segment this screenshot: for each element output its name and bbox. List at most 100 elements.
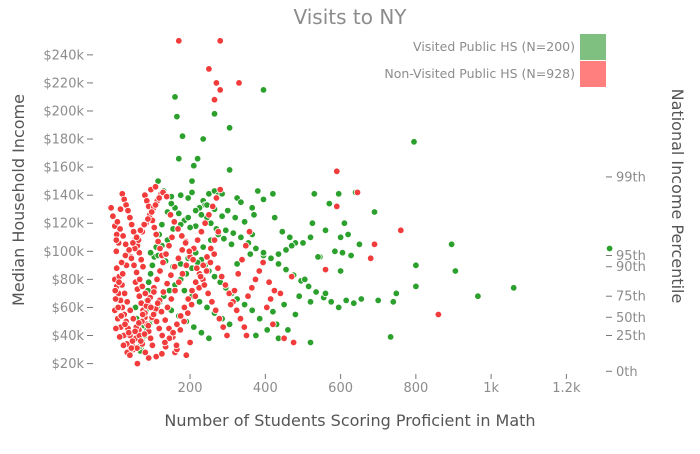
legend[interactable]: Visited Public HS (N=200) Non-Visited Pu… — [384, 34, 606, 87]
data-point[interactable] — [188, 177, 196, 185]
data-point[interactable] — [121, 240, 130, 248]
data-point[interactable] — [141, 348, 149, 357]
data-point[interactable] — [412, 282, 420, 291]
data-point[interactable] — [196, 272, 205, 281]
data-point[interactable] — [158, 220, 166, 229]
data-point[interactable] — [314, 253, 322, 261]
data-point[interactable] — [210, 272, 219, 281]
data-point[interactable] — [163, 303, 172, 312]
data-point[interactable] — [126, 213, 134, 222]
data-point[interactable] — [180, 303, 189, 312]
data-point[interactable] — [203, 303, 211, 312]
data-point[interactable] — [163, 279, 171, 288]
data-point[interactable] — [237, 198, 245, 206]
data-point[interactable] — [144, 322, 152, 330]
legend-swatch-visited[interactable] — [580, 34, 606, 60]
data-point[interactable] — [188, 188, 196, 197]
data-point[interactable] — [240, 323, 248, 331]
data-point[interactable] — [201, 219, 209, 227]
data-point[interactable] — [374, 296, 382, 305]
data-point[interactable] — [245, 227, 254, 236]
data-point[interactable] — [135, 319, 143, 327]
data-point[interactable] — [347, 251, 355, 260]
data-point[interactable] — [156, 267, 164, 275]
data-point[interactable] — [240, 300, 249, 309]
data-point[interactable] — [135, 292, 143, 300]
data-point[interactable] — [212, 79, 221, 87]
data-point[interactable] — [278, 227, 286, 236]
data-point[interactable] — [158, 350, 166, 358]
data-point[interactable] — [120, 289, 129, 298]
data-point[interactable] — [310, 190, 318, 198]
data-point[interactable] — [238, 256, 246, 264]
data-point[interactable] — [181, 239, 190, 247]
data-point[interactable] — [128, 337, 137, 345]
data-point[interactable] — [184, 194, 192, 202]
data-point[interactable] — [342, 296, 350, 305]
data-point[interactable] — [265, 278, 273, 286]
data-point[interactable] — [270, 286, 279, 295]
data-point[interactable] — [280, 334, 288, 342]
data-point[interactable] — [386, 333, 395, 341]
data-point[interactable] — [223, 206, 232, 215]
data-point[interactable] — [176, 191, 185, 199]
data-point[interactable] — [240, 218, 249, 226]
data-point[interactable] — [199, 135, 207, 143]
data-point[interactable] — [605, 244, 614, 253]
data-point[interactable] — [170, 263, 179, 271]
data-point[interactable] — [189, 256, 197, 264]
data-point[interactable] — [109, 212, 117, 220]
data-point[interactable] — [280, 300, 288, 309]
data-point[interactable] — [259, 195, 268, 204]
data-point[interactable] — [140, 220, 148, 229]
data-point[interactable] — [152, 230, 160, 239]
data-point[interactable] — [174, 225, 182, 233]
data-point[interactable] — [336, 267, 345, 275]
data-point[interactable] — [130, 261, 138, 269]
data-point[interactable] — [370, 240, 379, 248]
data-point[interactable] — [370, 208, 379, 216]
data-point[interactable] — [225, 320, 234, 328]
data-point[interactable] — [137, 337, 145, 345]
data-point[interactable] — [117, 312, 125, 320]
data-point[interactable] — [335, 190, 343, 198]
data-point[interactable] — [336, 233, 345, 241]
data-point[interactable] — [139, 263, 147, 271]
data-point[interactable] — [344, 230, 352, 239]
data-point[interactable] — [162, 250, 170, 258]
data-point[interactable] — [211, 306, 220, 314]
data-point[interactable] — [124, 329, 133, 337]
data-point[interactable] — [333, 202, 341, 211]
data-point[interactable] — [230, 286, 239, 295]
data-point[interactable] — [116, 205, 125, 213]
data-point[interactable] — [169, 329, 177, 337]
data-point[interactable] — [144, 296, 152, 305]
data-point[interactable] — [221, 281, 230, 289]
data-point[interactable] — [157, 308, 166, 316]
data-point[interactable] — [175, 278, 183, 286]
data-point[interactable] — [207, 244, 215, 253]
data-point[interactable] — [308, 219, 317, 227]
data-point[interactable] — [184, 309, 192, 317]
data-point[interactable] — [246, 250, 254, 258]
data-point[interactable] — [367, 254, 375, 262]
data-point[interactable] — [217, 272, 226, 281]
data-point[interactable] — [132, 268, 141, 277]
data-point[interactable] — [184, 213, 192, 222]
data-point[interactable] — [155, 324, 163, 333]
legend-swatch-non-visited[interactable] — [580, 61, 606, 87]
data-point[interactable] — [152, 317, 161, 326]
data-point[interactable] — [244, 292, 252, 300]
data-point[interactable] — [327, 298, 335, 306]
data-point[interactable] — [154, 237, 162, 246]
data-point[interactable] — [299, 239, 307, 247]
data-point[interactable] — [148, 261, 157, 269]
data-point[interactable] — [115, 278, 123, 286]
data-point[interactable] — [295, 292, 303, 300]
data-point[interactable] — [167, 295, 175, 303]
data-point[interactable] — [210, 110, 219, 118]
data-point[interactable] — [161, 338, 169, 347]
data-point[interactable] — [321, 265, 330, 274]
data-point[interactable] — [155, 194, 163, 202]
data-point[interactable] — [250, 211, 258, 219]
